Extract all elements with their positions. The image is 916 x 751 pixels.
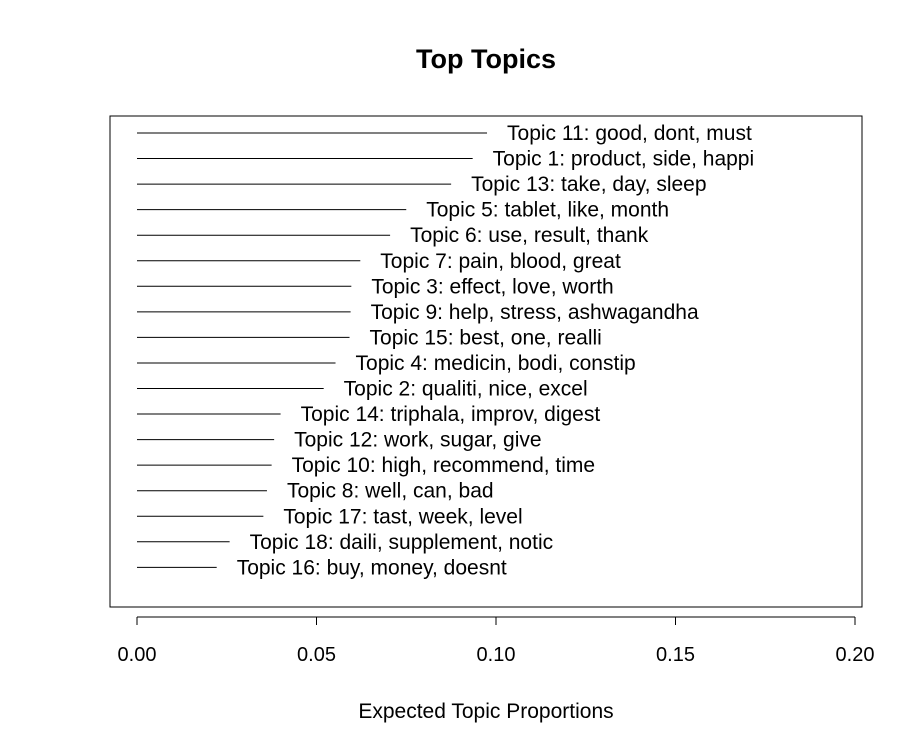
topic-label: Topic 4: medicin, bodi, constip (356, 352, 636, 375)
x-axis-label: Expected Topic Proportions (358, 700, 613, 723)
topic-label: Topic 8: well, can, bad (287, 480, 494, 503)
topic-label: Topic 12: work, sugar, give (294, 429, 541, 452)
topic-label: Topic 7: pain, blood, great (380, 250, 621, 273)
topic-label: Topic 16: buy, money, doesnt (237, 556, 507, 579)
x-axis: 0.00 0.05 0.10 0.15 0.20 (118, 616, 875, 666)
topic-label: Topic 2: qualiti, nice, excel (344, 378, 588, 401)
x-tick-label: 0.10 (477, 644, 516, 666)
topic-label: Topic 13: take, day, sleep (471, 173, 706, 196)
chart-title: Top Topics (416, 44, 556, 74)
topic-label: Topic 9: help, stress, ashwagandha (371, 301, 699, 324)
topic-label: Topic 18: daili, supplement, notic (250, 531, 554, 554)
topic-label: Topic 6: use, result, thank (410, 224, 649, 247)
plot-frame (109, 115, 863, 608)
x-tick-label: 0.05 (297, 644, 336, 666)
x-tick-label: 0.00 (118, 644, 157, 666)
topic-label: Topic 5: tablet, like, month (426, 199, 669, 222)
topic-label: Topic 10: high, recommend, time (292, 454, 595, 477)
topic-label: Topic 15: best, one, realli (370, 326, 602, 349)
topic-label: Topic 17: tast, week, level (283, 505, 522, 528)
bars-group: Topic 11: good, dont, must Topic 1: produ… (137, 122, 754, 579)
x-tick-label: 0.15 (656, 644, 695, 666)
topic-label: Topic 14: triphala, improv, digest (301, 403, 601, 426)
x-tick-label: 0.20 (836, 644, 875, 666)
topic-label: Topic 11: good, dont, must (507, 122, 752, 145)
topic-label: Topic 3: effect, love, worth (371, 275, 613, 298)
topic-label: Topic 1: product, side, happi (493, 148, 755, 171)
